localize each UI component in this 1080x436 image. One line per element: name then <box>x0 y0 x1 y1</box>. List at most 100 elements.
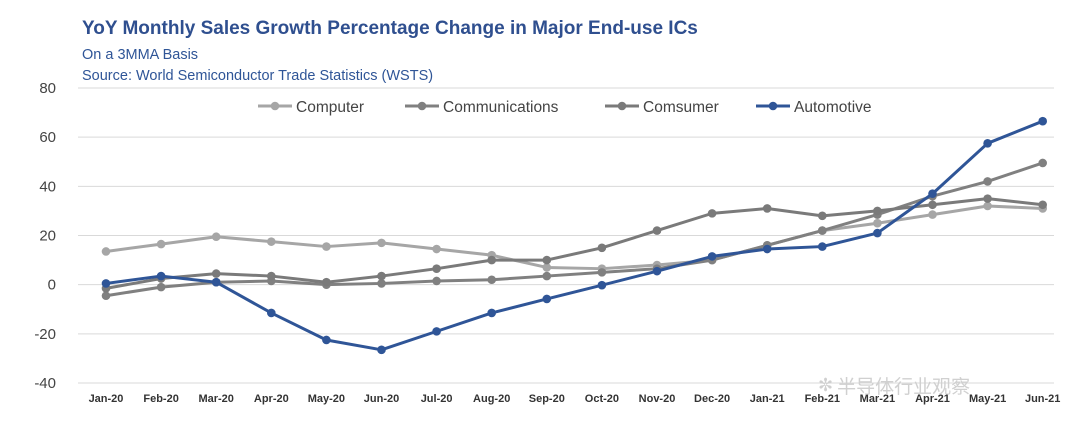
legend-swatch-marker <box>617 101 627 111</box>
data-point <box>1038 200 1047 210</box>
data-point <box>211 232 221 242</box>
legend-label: Automotive <box>794 99 872 116</box>
x-tick-label: Nov-20 <box>639 393 676 405</box>
data-point <box>818 242 827 251</box>
data-point <box>542 255 552 265</box>
y-axis-ticks: 80 60 40 20 0 -20 -40 <box>34 80 56 392</box>
data-point <box>211 269 221 278</box>
x-tick-label: Feb-21 <box>805 393 840 405</box>
data-point <box>267 308 276 318</box>
x-tick-label: Mar-20 <box>198 393 233 405</box>
y-tick-label: 80 <box>39 80 56 97</box>
data-point <box>873 218 882 228</box>
x-tick-label: Mar-21 <box>860 393 895 405</box>
data-point <box>597 268 607 277</box>
legend-label: Comsumer <box>643 99 719 116</box>
data-point <box>377 279 386 288</box>
data-point <box>322 277 331 287</box>
x-tick-label: May-20 <box>308 393 345 405</box>
data-point <box>267 271 276 281</box>
series-communications <box>101 158 1047 301</box>
x-tick-label: Apr-21 <box>915 393 950 405</box>
data-point <box>873 228 882 238</box>
series-line <box>104 119 1045 352</box>
x-tick-label: Oct-20 <box>585 393 619 405</box>
y-tick-label: 20 <box>39 228 56 245</box>
legend-swatch-marker <box>270 101 280 111</box>
data-point <box>542 271 552 281</box>
data-point <box>1038 158 1047 168</box>
data-point <box>818 226 827 235</box>
legend-item-automotive: Automotive <box>756 99 872 116</box>
x-tick-label: Apr-20 <box>254 393 289 405</box>
data-point <box>487 255 497 265</box>
x-tick-label: Jun-20 <box>364 393 399 405</box>
legend-label: Communications <box>443 99 559 116</box>
x-tick-label: Jan-20 <box>89 393 124 405</box>
x-tick-label: Aug-20 <box>473 393 510 405</box>
x-tick-label: Jun-21 <box>1025 393 1060 405</box>
x-tick-label: Feb-20 <box>143 393 178 405</box>
data-point <box>762 204 772 213</box>
data-point <box>983 177 992 186</box>
gridlines <box>78 87 1054 384</box>
data-point <box>487 308 497 318</box>
data-point <box>101 247 111 256</box>
x-tick-label: Sep-20 <box>529 393 565 405</box>
data-point <box>322 335 331 345</box>
data-point <box>762 244 772 254</box>
x-axis-ticks: Jan-20 Feb-20 Mar-20 Apr-20 May-20 Jun-20 Jul-… <box>89 393 1061 405</box>
data-point <box>707 252 717 261</box>
series-line <box>104 197 1045 290</box>
series-computer <box>101 201 1047 273</box>
y-tick-label: 40 <box>39 178 56 195</box>
data-point <box>156 282 166 292</box>
chart-source: Source: World Semiconductor Trade Statis… <box>82 68 434 84</box>
series-automotive <box>101 116 1047 355</box>
data-point <box>432 276 441 286</box>
watermark-text: 半导体行业观察 <box>837 377 971 398</box>
legend-item-computer: Computer <box>258 99 364 116</box>
data-point <box>377 238 386 248</box>
chart-subtitle: On a 3MMA Basis <box>82 47 199 63</box>
x-tick-label: Jan-21 <box>750 393 785 405</box>
data-point <box>322 242 331 251</box>
data-point <box>983 139 992 148</box>
data-point <box>928 210 937 219</box>
data-point <box>267 237 276 246</box>
legend-label: Computer <box>296 99 364 116</box>
x-tick-label: Jul-20 <box>421 393 453 405</box>
data-point <box>101 291 111 301</box>
wechat-icon: ✼ <box>818 375 834 395</box>
y-tick-label: 0 <box>48 277 56 294</box>
y-tick-label: 60 <box>39 129 56 146</box>
data-point <box>873 206 882 216</box>
data-point <box>597 280 607 290</box>
series-line <box>104 204 1045 271</box>
data-point <box>542 294 552 304</box>
data-point <box>707 209 717 218</box>
data-point <box>377 345 386 355</box>
data-point <box>101 279 111 288</box>
legend-item-comsumer: Comsumer <box>605 99 719 116</box>
data-point <box>377 271 386 281</box>
data-point <box>156 271 166 281</box>
legend-swatch-marker <box>417 101 427 111</box>
legend: Computer Communications Comsumer Automotive <box>258 99 872 116</box>
legend-swatch-marker <box>768 101 778 111</box>
data-point <box>983 194 992 203</box>
watermark: ✼ 半导体行业观察 <box>818 372 970 399</box>
legend-item-communications: Communications <box>405 99 559 116</box>
data-point <box>652 266 662 276</box>
x-tick-label: Dec-20 <box>694 393 730 405</box>
data-point <box>1038 116 1047 126</box>
chart-title: YoY Monthly Sales Growth Percentage Chan… <box>82 18 698 39</box>
data-point <box>432 264 441 273</box>
data-point <box>597 243 607 253</box>
data-point <box>983 201 992 211</box>
data-point <box>928 200 937 210</box>
data-point <box>156 239 166 249</box>
series-line <box>104 161 1045 298</box>
data-point <box>542 263 552 272</box>
